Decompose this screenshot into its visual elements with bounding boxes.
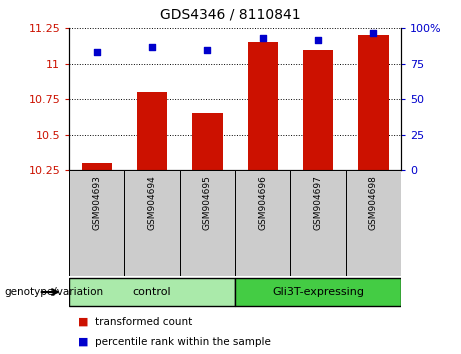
Bar	[82, 163, 112, 170]
Text: transformed count: transformed count	[95, 317, 192, 327]
Text: GSM904696: GSM904696	[258, 175, 267, 230]
Text: GSM904695: GSM904695	[203, 175, 212, 230]
Text: control: control	[133, 287, 171, 297]
Bar	[358, 35, 389, 170]
Text: GDS4346 / 8110841: GDS4346 / 8110841	[160, 7, 301, 21]
Point	[259, 35, 266, 41]
Text: ■: ■	[78, 317, 89, 327]
Bar	[69, 278, 235, 306]
Point	[204, 47, 211, 52]
Text: percentile rank within the sample: percentile rank within the sample	[95, 337, 271, 347]
Point	[93, 50, 100, 55]
Bar	[235, 170, 290, 276]
Text: GSM904693: GSM904693	[92, 175, 101, 230]
Bar	[346, 170, 401, 276]
Bar	[124, 170, 180, 276]
Text: ■: ■	[78, 337, 89, 347]
Point	[370, 30, 377, 35]
Bar	[303, 50, 333, 170]
Text: genotype/variation: genotype/variation	[5, 287, 104, 297]
Point	[148, 44, 156, 50]
Bar	[69, 170, 124, 276]
Text: Gli3T-expressing: Gli3T-expressing	[272, 287, 364, 297]
Bar	[290, 170, 346, 276]
Bar	[248, 42, 278, 170]
Text: GSM904694: GSM904694	[148, 175, 157, 230]
Bar	[137, 92, 167, 170]
Bar	[180, 170, 235, 276]
Bar	[235, 278, 401, 306]
Text: GSM904697: GSM904697	[313, 175, 323, 230]
Point	[314, 37, 322, 42]
Bar	[192, 113, 223, 170]
Text: GSM904698: GSM904698	[369, 175, 378, 230]
